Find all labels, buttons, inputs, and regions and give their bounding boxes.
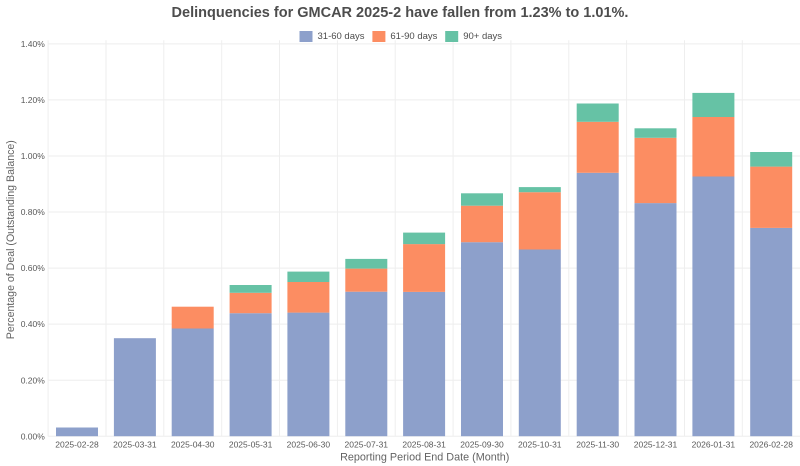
svg-text:2026-01-31: 2026-01-31	[692, 439, 736, 449]
svg-text:2025-06-30: 2025-06-30	[287, 439, 331, 449]
svg-text:1.00%: 1.00%	[21, 151, 46, 161]
svg-text:2025-04-30: 2025-04-30	[171, 439, 215, 449]
svg-text:2025-08-31: 2025-08-31	[402, 439, 446, 449]
svg-text:61-90 days: 61-90 days	[390, 31, 437, 42]
svg-text:Reporting Period End Date (Mon: Reporting Period End Date (Month)	[340, 451, 509, 463]
svg-text:2025-07-31: 2025-07-31	[345, 439, 389, 449]
svg-text:Percentage of Deal (Outstandin: Percentage of Deal (Outstanding Balance)	[5, 140, 17, 339]
svg-text:2025-05-31: 2025-05-31	[229, 439, 273, 449]
svg-text:0.80%: 0.80%	[21, 207, 46, 217]
svg-text:2025-02-28: 2025-02-28	[55, 439, 99, 449]
svg-text:2025-11-30: 2025-11-30	[576, 439, 619, 449]
svg-text:31-60 days: 31-60 days	[318, 31, 365, 42]
svg-text:90+ days: 90+ days	[463, 31, 502, 42]
svg-text:2025-10-31: 2025-10-31	[518, 439, 562, 449]
svg-text:0.20%: 0.20%	[21, 375, 46, 385]
svg-text:2026-02-28: 2026-02-28	[749, 439, 793, 449]
svg-text:2025-03-31: 2025-03-31	[113, 439, 157, 449]
svg-text:1.40%: 1.40%	[21, 39, 46, 49]
svg-text:2025-09-30: 2025-09-30	[460, 439, 504, 449]
svg-text:1.20%: 1.20%	[21, 95, 46, 105]
svg-text:Delinquencies for GMCAR 2025-2: Delinquencies for GMCAR 2025-2 have fall…	[172, 5, 629, 21]
svg-text:0.60%: 0.60%	[21, 263, 46, 273]
svg-text:0.40%: 0.40%	[21, 319, 46, 329]
svg-text:2025-12-31: 2025-12-31	[634, 439, 678, 449]
svg-text:0.00%: 0.00%	[21, 431, 46, 441]
